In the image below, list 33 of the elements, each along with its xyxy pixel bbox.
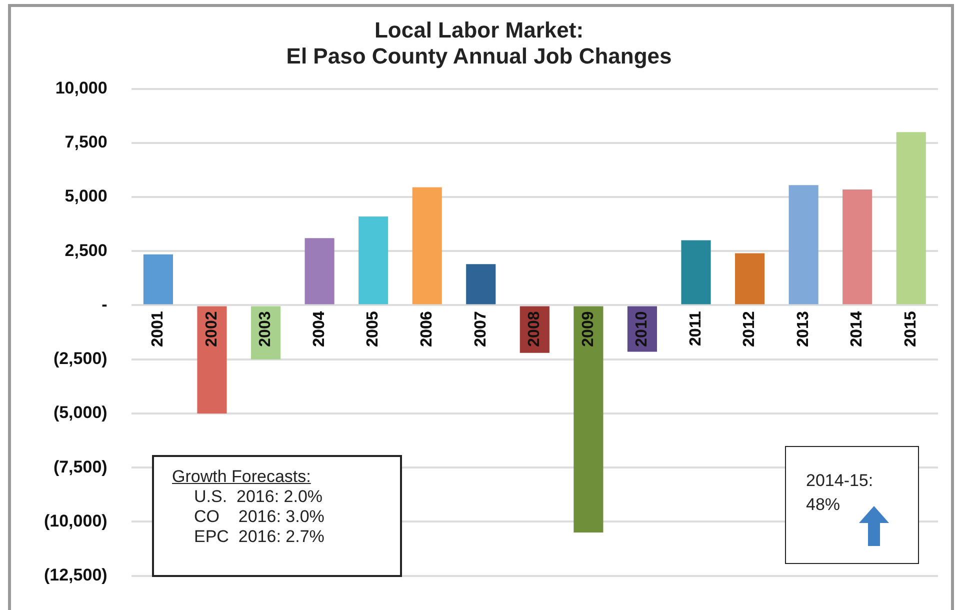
x-tick-label: 2001 bbox=[150, 311, 167, 347]
y-tick-label: (7,500) bbox=[53, 457, 108, 476]
y-tick-label: (5,000) bbox=[53, 403, 108, 422]
x-tick-label: 2011 bbox=[687, 311, 704, 346]
x-tick-label: 2013 bbox=[794, 311, 812, 347]
x-tick-label: 2007 bbox=[472, 311, 490, 347]
y-tick-label: (12,500) bbox=[44, 565, 108, 584]
y-tick-label: 10,000 bbox=[55, 78, 108, 98]
x-tick-label: 2002 bbox=[203, 311, 220, 347]
annotation: EPC 2016: 2.7% bbox=[193, 527, 326, 547]
growth-text-box: 2014-15: 48% bbox=[785, 446, 919, 564]
y-tick-label: (2,500) bbox=[53, 349, 108, 368]
x-tick-label: 2004 bbox=[310, 311, 328, 347]
annotation: U.S. 2016: 2.0% bbox=[193, 487, 324, 507]
annotation: 48% bbox=[806, 494, 842, 516]
x-tick-label: 2003 bbox=[257, 311, 274, 347]
y-tick-label: - bbox=[102, 294, 108, 314]
annotation: 2014-15: bbox=[806, 470, 874, 492]
x-tick-label: 2008 bbox=[526, 311, 544, 347]
x-tick-label: 2005 bbox=[364, 311, 382, 347]
x-tick-label: 2015 bbox=[902, 311, 920, 347]
y-tick-label: (10,000) bbox=[44, 511, 108, 530]
y-tick-label: 5,000 bbox=[64, 186, 108, 206]
x-tick-label: 2006 bbox=[418, 311, 436, 347]
annotation: CO 2016: 3.0% bbox=[193, 507, 326, 527]
annotation: Growth Forecasts: bbox=[172, 467, 312, 487]
x-tick-label: 2009 bbox=[580, 311, 597, 347]
x-tick-label: 2014 bbox=[848, 311, 866, 347]
x-tick-label: 2012 bbox=[741, 311, 758, 347]
y-tick-label: 7,500 bbox=[64, 132, 108, 152]
x-tick-label: 2010 bbox=[634, 311, 651, 347]
y-tick-label: 2,500 bbox=[64, 240, 108, 260]
chart-title: Local Labor Market: El Paso County Annual Job Changes bbox=[286, 17, 672, 69]
